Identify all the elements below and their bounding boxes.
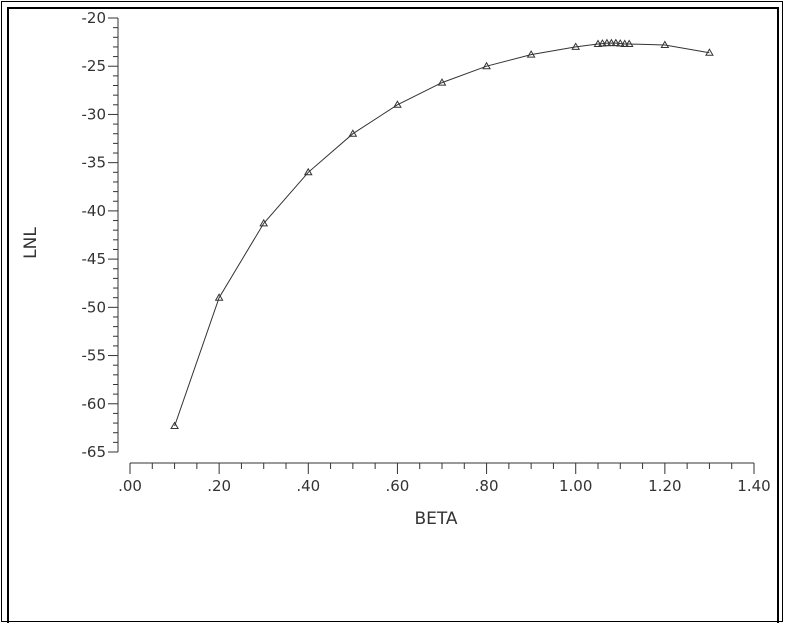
- data-point: [437, 78, 447, 86]
- x-tick-label: .60: [385, 477, 409, 495]
- data-point: [393, 100, 402, 108]
- y-axis-title: LNL: [21, 227, 41, 259]
- data-point: [526, 50, 536, 58]
- x-tick-label: .40: [296, 477, 320, 495]
- data-point: [620, 39, 630, 48]
- data-point: [259, 218, 269, 227]
- series-markers: [170, 38, 714, 429]
- y-tick-label: -45: [82, 250, 107, 268]
- y-tick-label: -40: [82, 202, 107, 220]
- x-tick-label: 1.00: [559, 477, 592, 495]
- data-point: [602, 38, 612, 47]
- data-point: [214, 293, 224, 301]
- y-tick-label: -55: [82, 347, 107, 365]
- y-tick-label: -35: [82, 154, 107, 172]
- x-tick-label: 1.20: [648, 477, 681, 495]
- y-tick-label: -60: [82, 395, 107, 413]
- data-point: [170, 421, 179, 429]
- inner-frame: [7, 7, 779, 623]
- x-tick-label: 1.40: [737, 477, 770, 495]
- data-point: [615, 39, 625, 47]
- x-axis-title: BETA: [414, 509, 457, 529]
- series-line: [174, 42, 710, 427]
- data-point: [705, 48, 714, 56]
- data-point: [482, 61, 491, 70]
- x-axis: .00 .20 .40 .60 .80 1.00 1.20 1.40: [118, 462, 771, 495]
- data-point: [571, 42, 581, 50]
- data-point: [611, 38, 621, 47]
- data-point: [593, 39, 603, 48]
- data-point: [303, 167, 313, 176]
- y-tick-label: -65: [82, 443, 107, 461]
- y-axis: -20 -25 -30 -35 -40 -45 -50 -55 -60 -65: [82, 9, 119, 461]
- x-tick-label: .20: [207, 477, 231, 495]
- data-point: [624, 39, 634, 48]
- data-point: [607, 38, 616, 47]
- y-tick-label: -25: [82, 57, 107, 75]
- y-tick-label: -20: [82, 9, 107, 27]
- x-tick-label: .00: [118, 477, 142, 495]
- x-tick-label: .80: [475, 477, 499, 495]
- y-tick-label: -30: [82, 105, 107, 123]
- y-tick-label: -50: [82, 298, 107, 316]
- data-point: [348, 129, 358, 137]
- data-point: [660, 40, 670, 49]
- data-point: [598, 39, 607, 47]
